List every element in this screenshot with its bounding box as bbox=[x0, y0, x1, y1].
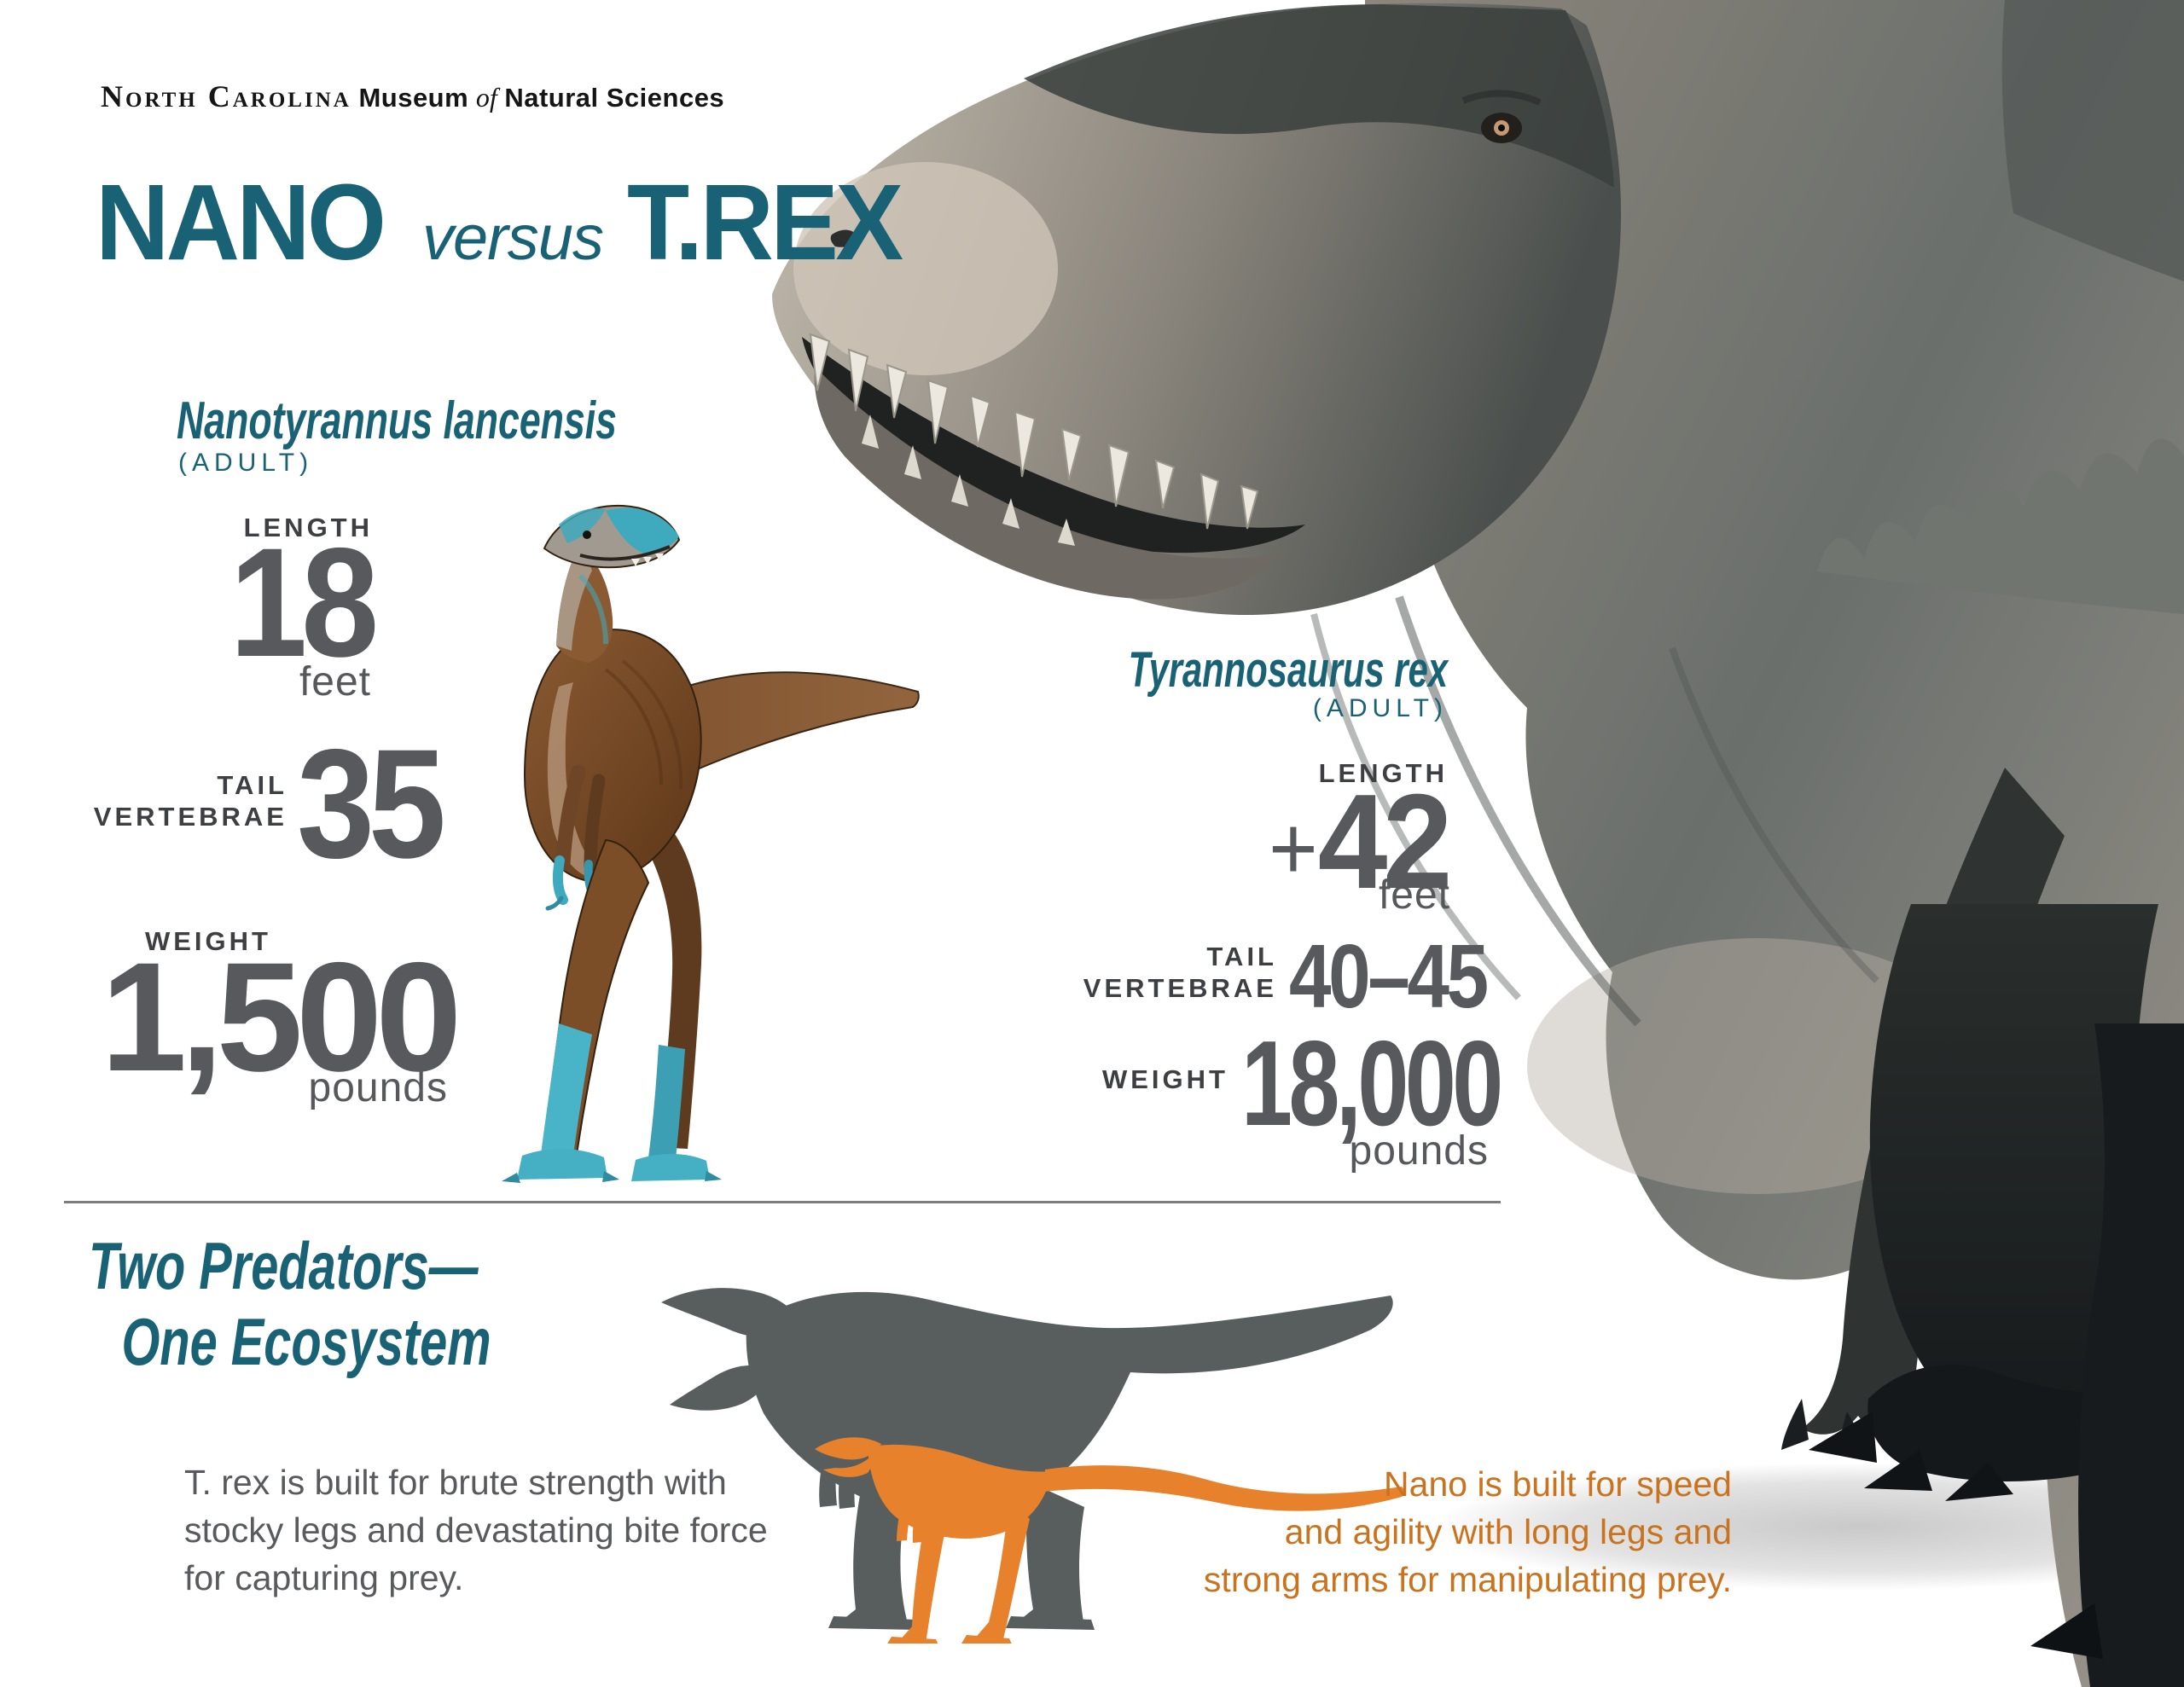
nano-weight-value: 1,500 bbox=[101, 930, 462, 1104]
museum-brand: North Carolina Museum of Natural Science… bbox=[101, 78, 724, 114]
brand-natural-sciences: Natural Sciences bbox=[504, 83, 725, 113]
footer-heading-line2: One Ecosystem bbox=[121, 1303, 491, 1379]
trex-weight-unit: pounds bbox=[1349, 1128, 1489, 1174]
trex-length-value: 42 bbox=[1317, 767, 1453, 917]
nano-length-value: 18 bbox=[229, 515, 379, 689]
title-trex: T.REX bbox=[626, 162, 903, 282]
trex-weight-label: WEIGHT bbox=[1102, 1064, 1228, 1094]
footer-heading: Two Predators— One Ecosystem bbox=[89, 1228, 632, 1380]
trex-photo-illustration bbox=[772, 0, 2184, 1687]
nano-length-label: LENGTH bbox=[243, 513, 373, 542]
trex-tail-label: TAIL VERTEBRAE bbox=[1083, 942, 1277, 1004]
trex-tail-value: 40–45 bbox=[1289, 926, 1489, 1027]
nano-weight-unit: pounds bbox=[308, 1065, 448, 1110]
section-divider bbox=[64, 1201, 1501, 1203]
trex-weight-value: 18,000 bbox=[1241, 1016, 1503, 1151]
brand-museum: Museum bbox=[358, 83, 469, 113]
trex-species-heading: Tyrannosaurus rex bbox=[1128, 642, 1448, 698]
nano-silhouette bbox=[815, 1437, 1404, 1644]
nano-species-heading: Nanotyrannus lancensis bbox=[177, 391, 618, 450]
page-title: NANO versus T.REX bbox=[96, 169, 915, 276]
nano-length-unit: feet bbox=[299, 659, 371, 704]
trex-length-prefix: + bbox=[1269, 798, 1318, 899]
trex-length-value-row: +42 bbox=[1210, 774, 1452, 909]
trex-length-label: LENGTH bbox=[1318, 758, 1448, 788]
brand-smallcaps: North Carolina bbox=[101, 79, 351, 113]
trex-description: T. rex is built for brute strength with … bbox=[184, 1463, 768, 1598]
trex-length-unit: feet bbox=[1378, 872, 1450, 918]
nano-description: Nano is built for speed and agility with… bbox=[1203, 1464, 1732, 1600]
footer-heading-line1: Two Predators— bbox=[89, 1228, 479, 1303]
nano-illustration bbox=[502, 504, 920, 1183]
size-comparison-silhouettes bbox=[661, 1288, 1404, 1644]
title-nano: NANO bbox=[96, 162, 386, 282]
nano-weight-label: WEIGHT bbox=[145, 926, 271, 956]
nano-maturity: (ADULT) bbox=[178, 449, 314, 477]
nano-tail-value: 35 bbox=[297, 716, 446, 890]
trex-maturity: (ADULT) bbox=[1312, 694, 1448, 722]
title-versus: versus bbox=[422, 202, 604, 273]
brand-of: of bbox=[475, 82, 497, 113]
nano-tail-label: TAIL VERTEBRAE bbox=[93, 770, 288, 832]
